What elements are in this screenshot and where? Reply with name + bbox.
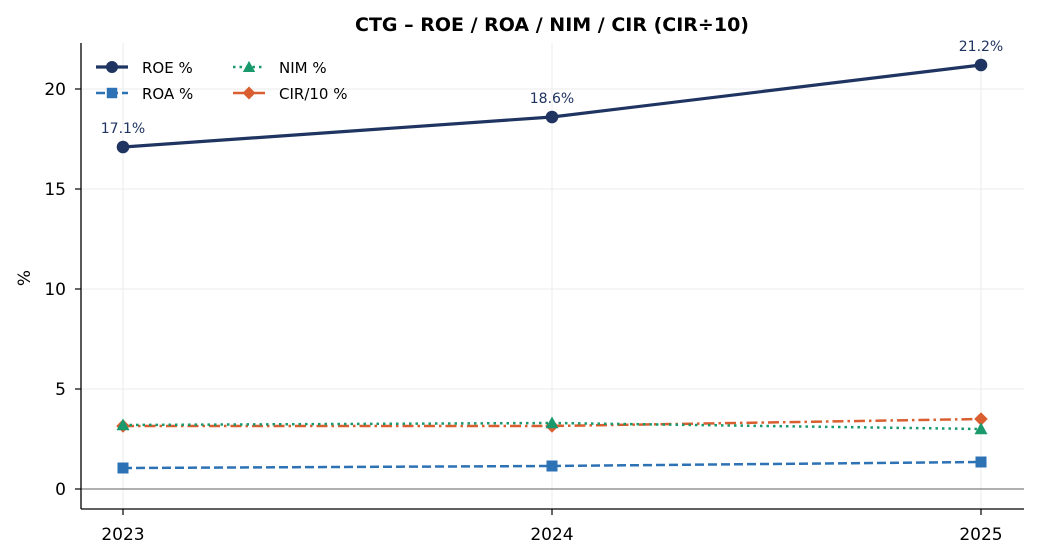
x-tick-label: 2023 — [101, 525, 144, 545]
y-tick-label: 15 — [44, 180, 66, 200]
legend-marker — [106, 61, 118, 73]
data-point — [975, 456, 987, 468]
y-tick-label: 20 — [44, 80, 66, 100]
data-point — [117, 462, 129, 474]
legend-item: NIM % — [233, 59, 327, 77]
x-tick-label: 2024 — [530, 525, 573, 545]
data-point — [545, 110, 559, 124]
x-tick-label: 2025 — [959, 525, 1002, 545]
data-label: 21.2% — [959, 39, 1003, 55]
data-point — [974, 412, 988, 426]
data-labels: 17.1% 18.6% 21.2% — [101, 39, 1003, 137]
legend: ROE % ROA % NIM % CIR/10 % — [96, 59, 347, 103]
series-layer — [116, 58, 988, 474]
data-point — [546, 460, 558, 472]
series-line-cir-10- — [123, 417, 982, 428]
data-point — [974, 58, 988, 72]
legend-item: ROA % — [96, 85, 193, 103]
legend-marker — [242, 86, 256, 100]
legend-item: ROE % — [96, 59, 193, 77]
data-label: 18.6% — [530, 91, 574, 107]
legend-marker — [106, 87, 118, 99]
data-point — [116, 140, 130, 154]
data-point — [974, 422, 988, 435]
legend-item: CIR/10 % — [233, 85, 347, 103]
chart-title: CTG – ROE / ROA / NIM / CIR (CIR÷10) — [355, 14, 749, 36]
y-tick-label: 10 — [44, 280, 66, 300]
legend-marker — [242, 60, 256, 72]
axes: 0 5 10 15 20 2023 2024 2025 — [44, 43, 1024, 545]
legend-label: CIR/10 % — [279, 85, 347, 103]
y-tick-label: 0 — [55, 480, 66, 500]
data-point — [116, 418, 130, 431]
legend-label: ROE % — [142, 59, 193, 77]
legend-label: ROA % — [142, 85, 193, 103]
legend-label: NIM % — [279, 59, 327, 77]
data-label: 17.1% — [101, 121, 145, 137]
y-axis-label: % — [15, 270, 35, 286]
y-tick-label: 5 — [55, 380, 66, 400]
data-point — [545, 416, 559, 429]
